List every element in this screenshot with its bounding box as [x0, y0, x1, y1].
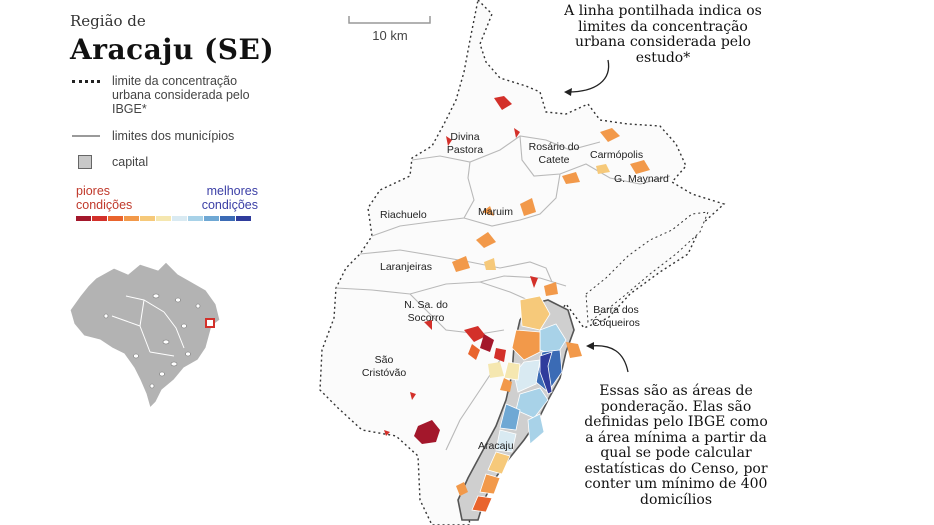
label-laranjeiras: Laranjeiras — [380, 261, 432, 273]
scale-worse-label: piores condições — [76, 184, 133, 212]
label-maruim: Maruim — [478, 206, 514, 218]
legend-capital: capital — [72, 155, 148, 169]
legend-capital-label: capital — [112, 155, 149, 169]
callout-urban-limit: A linha pontilhada indica os limites da … — [564, 3, 762, 66]
label-riachuelo: Riachuelo — [380, 209, 427, 221]
top-callout-arrow — [567, 59, 610, 93]
color-scale-bar — [76, 216, 252, 221]
weighting-areas — [471, 295, 567, 513]
subtitle: Região de — [70, 12, 146, 30]
legend-urban-limit-label: limite da concentração urbana considerad… — [112, 74, 250, 116]
scale-bar — [348, 16, 431, 24]
bottom-callout-arrow — [589, 345, 629, 373]
label-nossa-senhora-do-socorro: N. Sa. do Socorro — [404, 299, 448, 324]
regional-map — [319, 0, 726, 525]
color-scale-swatch — [204, 216, 219, 221]
page-title: Aracaju (SE) — [70, 33, 275, 66]
color-scale-swatch — [220, 216, 235, 221]
capital-highlight-icon — [205, 318, 215, 328]
color-scale-swatch — [236, 216, 251, 221]
legend-municipal-limits: limites dos municípios — [72, 129, 234, 143]
color-scale-swatch — [76, 216, 91, 221]
color-scale-swatch — [156, 216, 171, 221]
color-scale-swatch — [140, 216, 155, 221]
label-general-maynard: G. Maynard — [614, 173, 669, 185]
callout-weighting-areas: Essas são as áreas de ponderação. Elas s… — [584, 383, 768, 508]
color-scale-swatch — [172, 216, 187, 221]
label-divina-pastora: Divina Pastora — [446, 131, 484, 156]
urban-concentration-outline — [319, 0, 726, 525]
legend-urban-limit: limite da concentração urbana considerad… — [72, 74, 262, 116]
color-scale-swatch — [92, 216, 107, 221]
label-rosario-do-catete: Rosário do Catete — [528, 141, 580, 166]
scale-bar-label: 10 km — [372, 28, 408, 43]
label-carmopolis: Carmópolis — [590, 149, 644, 161]
label-barra-dos-coqueiros: Barra dos Coqueiros — [592, 304, 640, 329]
capital-square-icon — [72, 155, 102, 169]
scale-better-label: melhores condições — [201, 184, 258, 212]
label-aracaju: Aracaju — [478, 440, 514, 452]
color-scale-swatch — [188, 216, 203, 221]
brazil-inset-map — [69, 261, 221, 410]
grey-line-icon — [72, 129, 102, 143]
legend-municipal-limits-label: limites dos municípios — [112, 129, 235, 143]
dotted-line-icon — [72, 74, 102, 88]
color-scale-swatch — [124, 216, 139, 221]
scattered-areas — [384, 96, 650, 496]
label-sao-cristovao: São Cristóvão — [361, 354, 407, 379]
color-scale-swatch — [108, 216, 123, 221]
